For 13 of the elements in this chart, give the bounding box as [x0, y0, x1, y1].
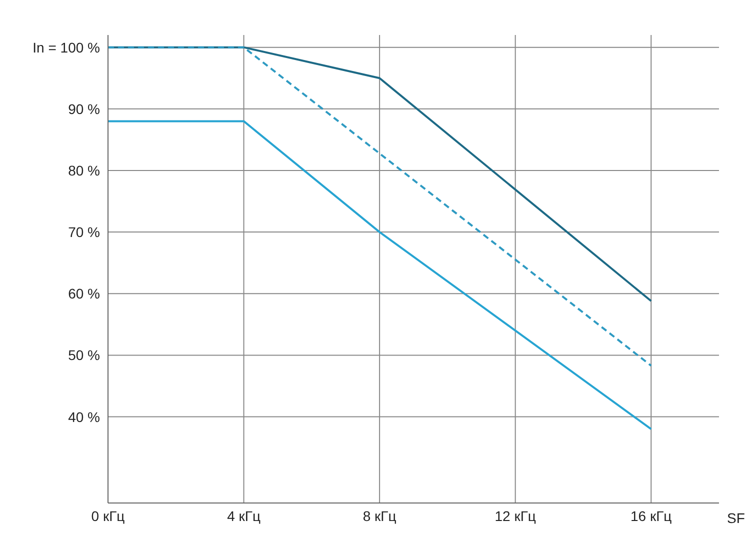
y-tick-label: 60 %	[68, 286, 100, 302]
y-tick-label: 80 %	[68, 162, 100, 178]
x-tick-label: 8 кГц	[362, 508, 396, 524]
x-tick-label: 16 кГц	[630, 508, 672, 524]
y-tick-label: In = 100 %	[32, 39, 100, 56]
x-tick-label: 0 кГц	[91, 508, 125, 524]
y-tick-label: 50 %	[68, 347, 100, 364]
x-tick-label: 4 кГц	[227, 508, 260, 524]
x-tick-label: 12 кГц	[494, 508, 536, 524]
y-tick-label: 70 %	[68, 224, 100, 240]
y-tick-label: 40 %	[68, 408, 100, 425]
y-tick-label: 90 %	[68, 100, 100, 117]
x-axis-title: SF	[727, 510, 745, 526]
